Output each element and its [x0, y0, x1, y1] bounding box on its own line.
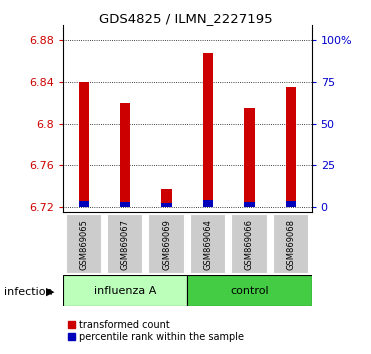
Text: influenza A: influenza A — [94, 286, 157, 296]
Bar — [107, 214, 144, 274]
Bar — [161, 203, 172, 207]
Text: GSM869069: GSM869069 — [162, 219, 171, 270]
Text: GSM869068: GSM869068 — [286, 219, 295, 270]
Bar — [286, 201, 296, 207]
Bar — [244, 202, 255, 207]
Bar — [63, 275, 187, 306]
Bar — [244, 108, 255, 207]
Text: GSM869067: GSM869067 — [121, 219, 130, 270]
Bar — [286, 87, 296, 207]
Text: GSM869066: GSM869066 — [245, 219, 254, 270]
Text: control: control — [230, 286, 269, 296]
Bar — [190, 214, 226, 274]
Bar — [148, 214, 185, 274]
Text: infection: infection — [4, 287, 52, 297]
Text: ▶: ▶ — [46, 287, 54, 297]
Bar — [203, 200, 213, 207]
Bar — [66, 214, 102, 274]
Bar — [161, 189, 172, 207]
Bar — [120, 202, 130, 207]
Bar — [79, 82, 89, 207]
Bar — [187, 275, 312, 306]
Bar — [79, 201, 89, 207]
Text: GSM869065: GSM869065 — [79, 219, 88, 270]
Bar — [273, 214, 309, 274]
Bar — [231, 214, 268, 274]
Legend: transformed count, percentile rank within the sample: transformed count, percentile rank withi… — [68, 320, 244, 342]
Bar — [120, 103, 130, 207]
Bar — [203, 53, 213, 207]
Text: GSM869064: GSM869064 — [204, 219, 213, 270]
Text: GDS4825 / ILMN_2227195: GDS4825 / ILMN_2227195 — [99, 12, 272, 25]
